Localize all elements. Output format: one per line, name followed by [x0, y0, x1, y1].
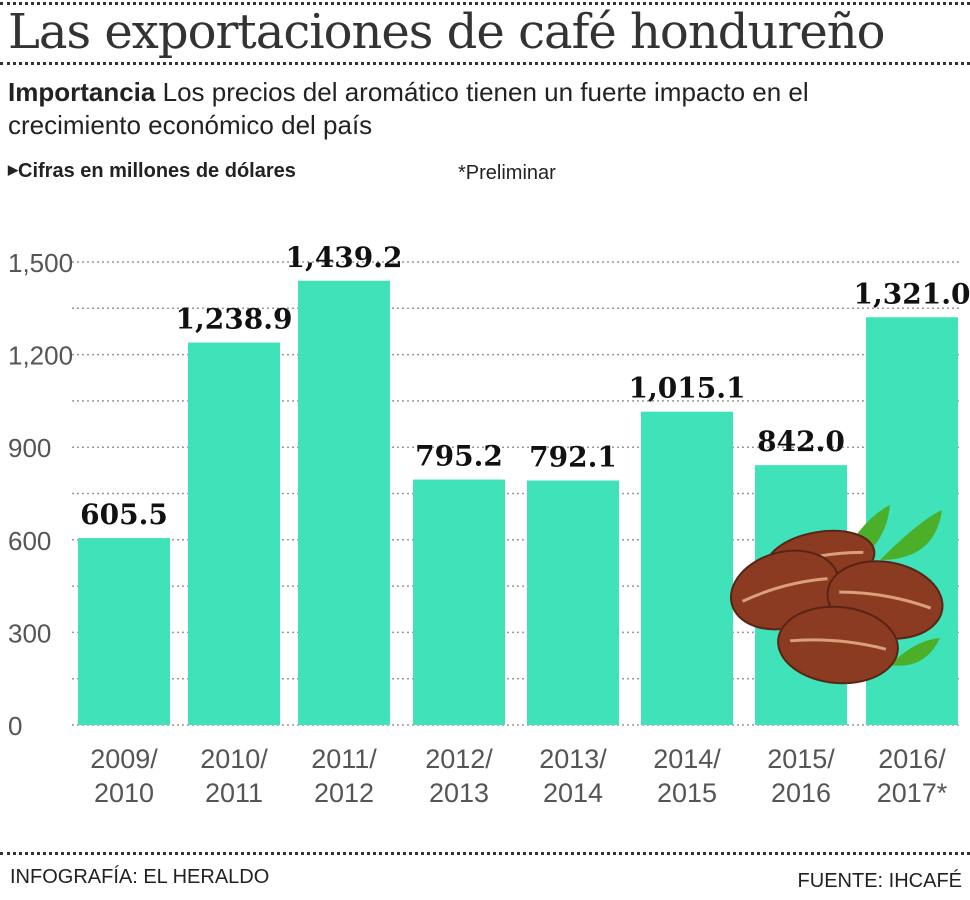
bar — [78, 538, 170, 725]
x-tick-label: 2010/ — [200, 744, 268, 774]
x-tick-label: 2012/ — [425, 744, 493, 774]
title-divider — [0, 62, 970, 65]
data-label: 1,439.2 — [286, 241, 403, 274]
y-tick-label: 600 — [8, 526, 51, 556]
x-tick-label: 2015/ — [767, 744, 835, 774]
coffee-beans-icon — [729, 505, 944, 685]
x-tick-label: 2009/ — [90, 744, 158, 774]
unit-note: ▶Cifras en millones de dólares — [8, 160, 296, 183]
y-tick-label: 0 — [8, 711, 22, 741]
unit-note-text: Cifras en millones de dólares — [18, 160, 296, 182]
bar — [413, 479, 505, 725]
x-tick-label: 2010 — [94, 778, 154, 808]
x-tick-label: 2016 — [771, 778, 831, 808]
chart-title: Las exportaciones de café hondureño — [8, 4, 886, 60]
y-tick-label: 1,500 — [8, 248, 73, 278]
subtitle: Importancia Los precios del aromático ti… — [8, 76, 908, 142]
data-label: 1,015.1 — [629, 372, 746, 405]
data-label: 1,321.0 — [854, 277, 970, 310]
y-tick-label: 300 — [8, 618, 51, 648]
x-tick-label: 2016/ — [878, 744, 946, 774]
x-tick-label: 2013 — [429, 778, 489, 808]
data-label: 605.5 — [80, 498, 168, 531]
x-tick-label: 2014 — [543, 778, 603, 808]
x-tick-label: 2011/ — [311, 744, 377, 774]
x-tick-label: 2017* — [877, 778, 948, 808]
x-tick-label: 2015 — [657, 778, 717, 808]
bar — [641, 411, 733, 725]
footer-divider — [0, 852, 970, 855]
bar — [527, 480, 619, 725]
preliminary-note: *Preliminar — [458, 162, 556, 184]
top-divider — [0, 2, 970, 5]
data-label: 792.1 — [529, 441, 617, 474]
data-label: 795.2 — [415, 440, 503, 473]
y-tick-label: 900 — [8, 433, 51, 463]
triangle-icon: ▶ — [8, 162, 18, 177]
x-tick-label: 2012 — [314, 778, 374, 808]
y-tick-label: 1,200 — [8, 341, 73, 371]
x-tick-label: 2014/ — [653, 744, 721, 774]
source: FUENTE: IHCAFÉ — [797, 870, 962, 892]
subtitle-text: Los precios del aromático tienen un fuer… — [8, 77, 809, 140]
credit: INFOGRAFÍA: EL HERALDO — [10, 866, 270, 888]
x-tick-label: 2011 — [205, 778, 263, 808]
x-tick-label: 2013/ — [539, 744, 607, 774]
data-label: 842.0 — [757, 425, 845, 458]
data-label: 1,238.9 — [176, 303, 293, 336]
bar — [298, 280, 390, 725]
bar — [188, 342, 280, 725]
subtitle-bold: Importancia — [8, 77, 156, 107]
